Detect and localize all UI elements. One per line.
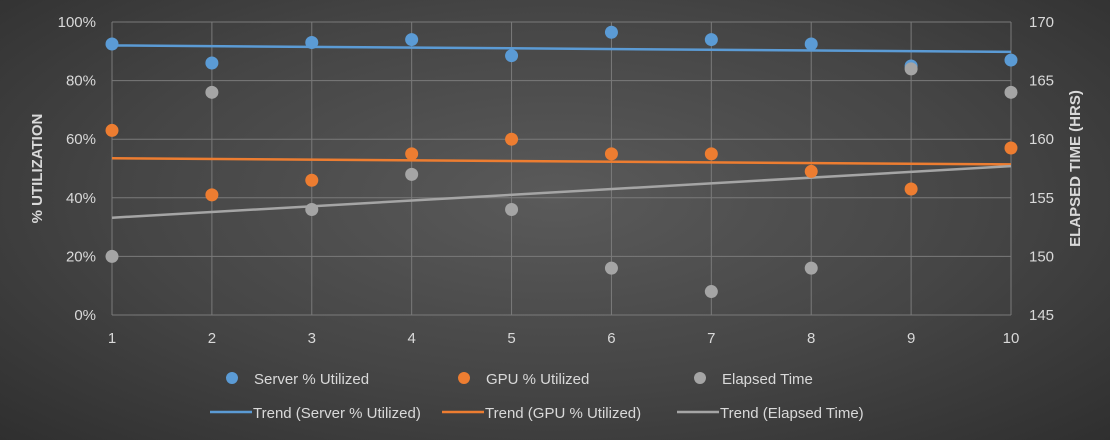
data-point: [105, 249, 119, 263]
legend-label: Trend (Server % Utilized): [253, 405, 421, 422]
legend-label: GPU % Utilized: [486, 371, 589, 388]
x-tick-label: 6: [607, 330, 615, 347]
trendline: [111, 156, 1012, 166]
data-point: [505, 49, 519, 63]
data-point: [1004, 141, 1018, 155]
data-point: [804, 164, 818, 178]
data-point: [205, 188, 219, 202]
data-point: [804, 37, 818, 51]
legend-marker: [458, 372, 470, 384]
x-tick-label: 9: [907, 330, 915, 347]
data-point: [305, 203, 319, 217]
x-tick-label: 1: [108, 330, 116, 347]
data-point: [704, 147, 718, 161]
y-tick-label: 20%: [66, 248, 96, 265]
y-tick-label: 40%: [66, 190, 96, 207]
y2-tick-label: 165: [1029, 73, 1054, 90]
y2-tick-label: 160: [1029, 131, 1054, 148]
x-tick-label: 3: [308, 330, 316, 347]
x-tick-label: 8: [807, 330, 815, 347]
data-point: [105, 37, 119, 51]
legend: Server % Utilized GPU % Utilized Elapsed T…: [210, 371, 864, 422]
data-point: [305, 36, 319, 50]
data-point: [704, 33, 718, 47]
x-tick-label: 2: [208, 330, 216, 347]
legend-label: Trend (Elapsed Time): [720, 405, 864, 422]
legend-label: Server % Utilized: [254, 371, 369, 388]
legend-label: Trend (GPU % Utilized): [485, 405, 641, 422]
data-point: [604, 147, 618, 161]
x-tick-label: 7: [707, 330, 715, 347]
y-tick-label: 60%: [66, 131, 96, 148]
data-point: [604, 261, 618, 275]
series-gpu-utilized: [105, 123, 1018, 202]
x-tick-label: 10: [1003, 330, 1020, 347]
data-point: [904, 62, 918, 76]
data-point: [1004, 85, 1018, 99]
data-point: [804, 261, 818, 275]
legend-marker: [226, 372, 238, 384]
y2-tick-label: 155: [1029, 190, 1054, 207]
data-point: [1004, 53, 1018, 67]
data-point: [405, 167, 419, 181]
data-point: [205, 56, 219, 70]
data-point: [505, 203, 519, 217]
legend-label: Elapsed Time: [722, 371, 813, 388]
y-tick-label: 0%: [74, 307, 96, 324]
gridlines: [111, 21, 1012, 316]
y2-tick-label: 150: [1029, 248, 1054, 265]
y2-tick-label: 170: [1029, 14, 1054, 31]
trendline: [111, 164, 1012, 219]
data-point: [704, 285, 718, 299]
data-point: [505, 132, 519, 146]
legend-marker: [694, 372, 706, 384]
y-axis-title: % UTILIZATION: [29, 114, 46, 224]
x-tick-label: 5: [507, 330, 515, 347]
x-tick-label: 4: [407, 330, 415, 347]
trendline: [111, 44, 1012, 54]
data-point: [105, 123, 119, 137]
data-point: [604, 25, 618, 39]
series-elapsed-time: [105, 62, 1018, 299]
y-tick-label: 80%: [66, 73, 96, 90]
y-tick-label: 100%: [58, 14, 96, 31]
y2-axis-title: ELAPSED TIME (HRS): [1067, 90, 1084, 247]
data-point: [205, 85, 219, 99]
y2-tick-label: 145: [1029, 307, 1054, 324]
data-point: [305, 173, 319, 187]
data-point: [405, 33, 419, 47]
data-point: [904, 182, 918, 196]
data-point: [405, 147, 419, 161]
